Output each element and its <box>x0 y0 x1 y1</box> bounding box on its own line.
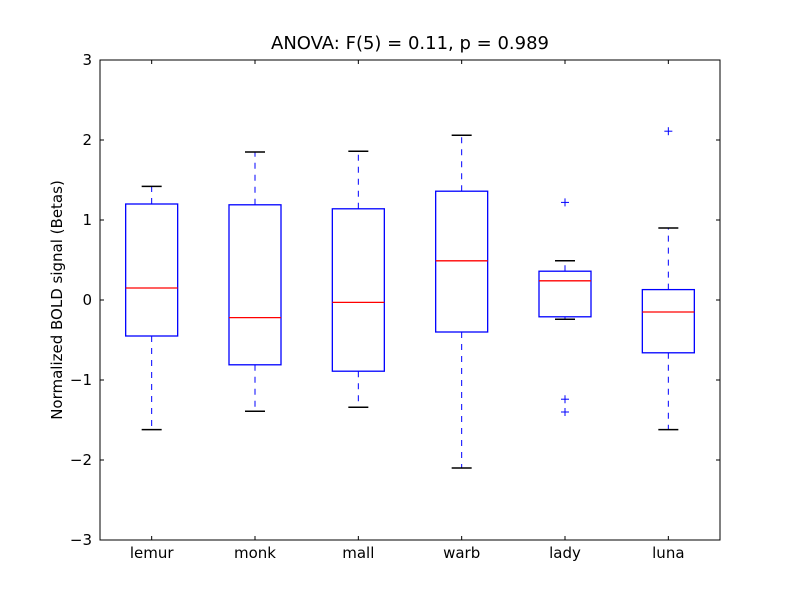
y-tick-label: 0 <box>82 291 92 309</box>
chart-title: ANOVA: F(5) = 0.11, p = 0.989 <box>271 33 549 54</box>
box-iqr <box>641 288 695 354</box>
box-iqr <box>538 270 592 318</box>
flier-point <box>664 127 673 136</box>
box-luna <box>641 127 695 431</box>
y-tick-label: −2 <box>70 451 92 469</box>
box-iqr <box>331 208 385 372</box>
y-tick-label: 2 <box>82 131 92 149</box>
box-monk <box>228 151 282 412</box>
x-tick-label: luna <box>652 544 684 562</box>
flier-point <box>561 408 569 416</box>
x-tick-label: lady <box>549 544 581 562</box>
box-lemur <box>125 185 179 431</box>
x-tick-label: lemur <box>130 544 175 562</box>
box-warb <box>435 134 489 469</box>
y-tick-label: −1 <box>70 371 92 389</box>
plot-frame <box>99 59 721 541</box>
box-iqr <box>435 190 489 333</box>
flier-point <box>561 198 569 207</box>
x-tick-label: mall <box>342 544 374 562</box>
box-mall <box>331 150 385 408</box>
y-tick-label: −3 <box>70 531 92 549</box>
box-iqr <box>125 203 179 337</box>
y-tick-label: 3 <box>82 51 92 69</box>
y-tick-label: 1 <box>82 211 92 229</box>
x-tick-label: warb <box>443 544 480 562</box>
box-iqr <box>228 204 282 366</box>
y-axis-label: Normalized BOLD signal (Betas) <box>48 180 66 420</box>
flier-point <box>561 395 569 404</box>
box-lady <box>538 198 592 416</box>
x-tick-label: monk <box>234 544 276 562</box>
